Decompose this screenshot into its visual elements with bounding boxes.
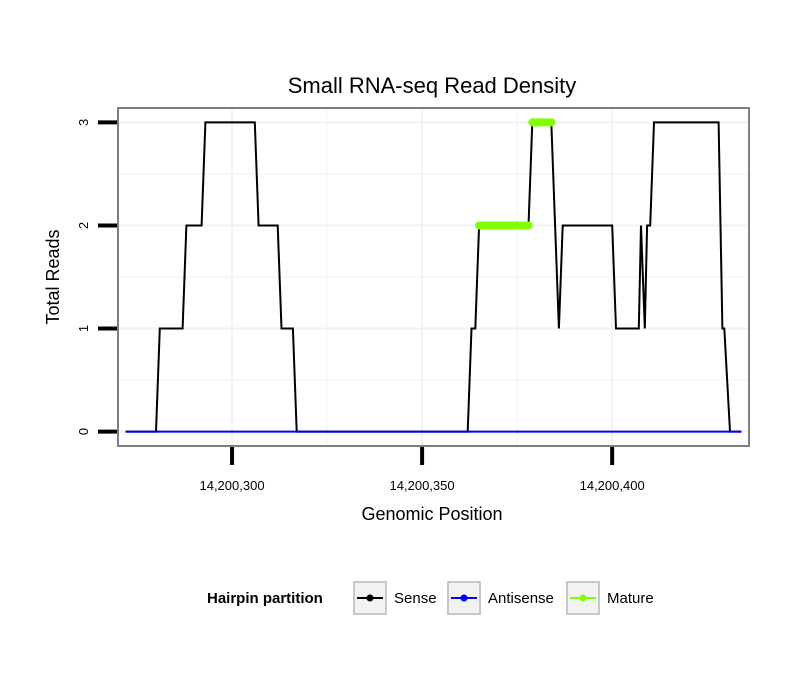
y-axis-title: Total Reads <box>43 229 63 324</box>
legend-label-mature: Mature <box>607 590 654 607</box>
legend-label-antisense: Antisense <box>488 590 554 607</box>
x-tick-label: 14,200,350 <box>390 478 455 493</box>
legend: Hairpin partition Sense Antisense Mature <box>207 581 654 615</box>
legend-key-antisense-point <box>460 594 468 602</box>
x-axis-title: Genomic Position <box>361 504 502 524</box>
y-tick-label: 3 <box>76 119 91 126</box>
legend-key-sense-point <box>366 594 374 602</box>
legend-title: Hairpin partition <box>207 590 323 607</box>
legend-key-mature-point <box>579 594 587 602</box>
axis-layer: 14,200,300 14,200,350 14,200,400 0 1 2 3 <box>76 119 645 493</box>
panel-border <box>117 107 750 447</box>
y-tick-label: 0 <box>76 428 91 435</box>
y-tick-label: 2 <box>76 222 91 229</box>
legend-label-sense: Sense <box>394 590 437 607</box>
chart-title: Small RNA-seq Read Density <box>288 73 577 98</box>
y-tick-label: 1 <box>76 325 91 332</box>
x-tick-label: 14,200,300 <box>199 478 264 493</box>
x-tick-label: 14,200,400 <box>580 478 645 493</box>
series-layer <box>125 118 742 433</box>
